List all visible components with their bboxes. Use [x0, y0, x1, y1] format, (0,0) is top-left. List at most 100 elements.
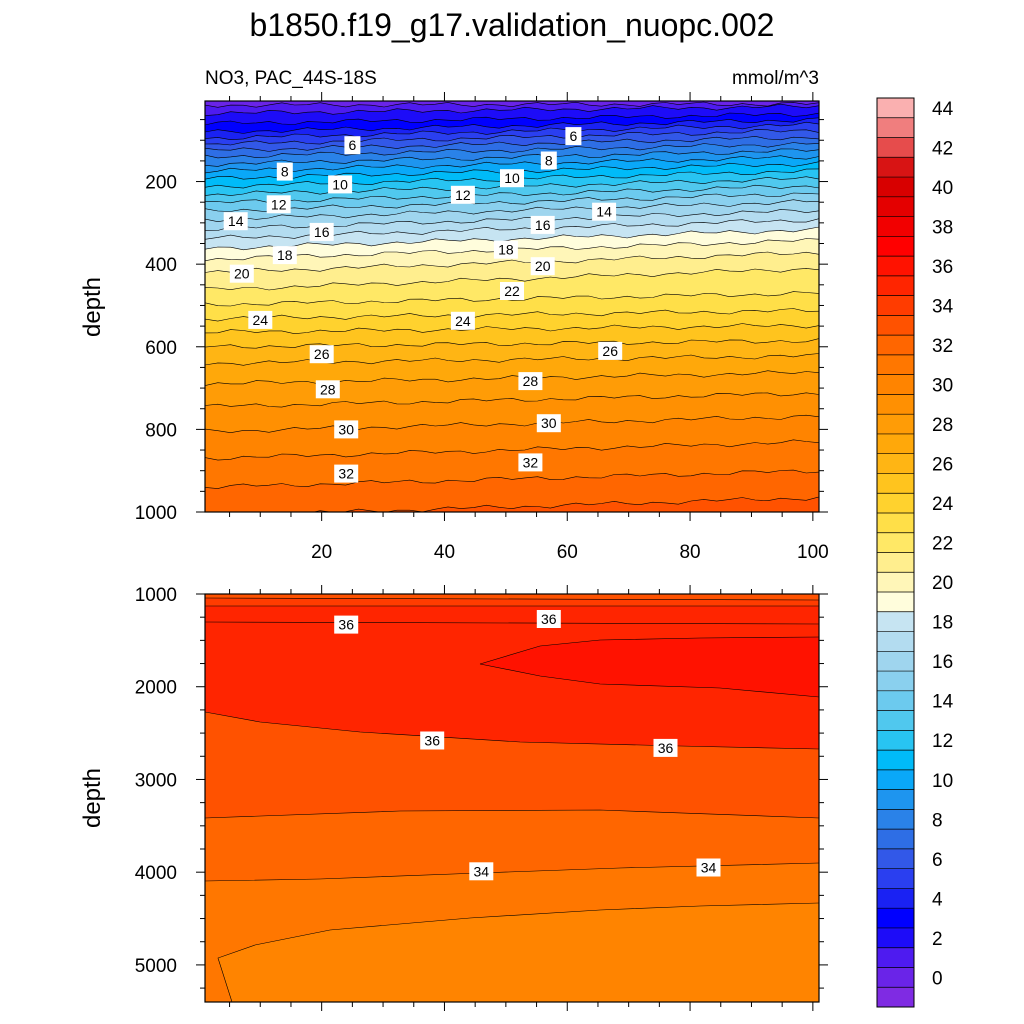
contour-label-box — [598, 341, 623, 360]
colorbar-swatch — [877, 611, 914, 632]
contour-label-text: 20 — [234, 266, 250, 282]
contour-label-box — [540, 151, 557, 170]
contour-label-box — [518, 372, 543, 391]
colorbar-swatch — [877, 927, 914, 949]
contour-line — [479, 663, 819, 698]
colorbar-label: 0 — [932, 968, 943, 989]
contour-label: 24 — [248, 310, 273, 329]
contour-line — [205, 218, 819, 240]
contour-label: 10 — [500, 169, 524, 188]
contour-line — [217, 902, 819, 1002]
colorbar-swatch — [877, 433, 914, 454]
contour-label: 22 — [500, 282, 524, 300]
contour-label: 12 — [450, 185, 475, 204]
contour-label-text: 12 — [271, 196, 287, 212]
contour-label-box — [536, 414, 561, 433]
contour-label-text: 32 — [523, 454, 539, 470]
colorbar: 0246810121416182022242628303234363840424… — [876, 97, 954, 1008]
chart-subtitle-units: mmol/m^3 — [732, 68, 819, 89]
colorbar-label: 14 — [932, 692, 954, 713]
colorbar-swatch — [877, 631, 914, 652]
contour-line — [205, 268, 819, 291]
colorbar-swatch — [877, 354, 914, 375]
contour-label-box — [536, 610, 561, 628]
band-surface-36 — [205, 606, 819, 624]
contour-label-text: 8 — [281, 164, 289, 180]
colorbar-label: 26 — [932, 455, 953, 476]
colorbar-swatch — [877, 453, 914, 474]
colorbar-swatch — [877, 98, 914, 119]
band-fill — [205, 252, 819, 290]
band-fill — [205, 176, 819, 203]
contour-label: 30 — [334, 420, 359, 439]
colorbar-swatch — [877, 196, 914, 217]
band-fill — [205, 218, 819, 250]
upper-ylabel: depth — [79, 277, 106, 337]
colorbar-swatch — [877, 414, 914, 435]
contour-line — [205, 226, 819, 251]
upper-contour-labels: 6 6 8 8 10 10 12 12 14 14 16 16 18 18 20 20 22 24 24 26 26 28… — [223, 127, 623, 483]
contour-label-text: 10 — [332, 176, 348, 192]
contour-line — [205, 192, 819, 213]
colorbar-frame — [876, 97, 915, 1008]
contour-label: 32 — [518, 453, 543, 472]
contour-label-box — [266, 195, 291, 214]
contour-label: 36 — [334, 615, 359, 634]
lower-ylabel: depth — [79, 768, 106, 828]
contour-line — [205, 469, 819, 489]
contour-label-box — [334, 420, 359, 439]
contour-label-box — [592, 202, 617, 221]
colorbar-label: 24 — [932, 494, 954, 515]
colorbar-swatch — [877, 236, 914, 257]
colorbar-label: 10 — [932, 771, 953, 792]
x-tick-label: 80 — [679, 542, 700, 563]
contour-label-box — [334, 464, 359, 483]
contour-label-box — [223, 212, 248, 231]
colorbar-swatch — [877, 769, 914, 790]
colorbar-swatch — [877, 157, 914, 178]
band-36-37 — [480, 637, 819, 697]
contour-label-text: 26 — [314, 346, 330, 362]
contour-line — [205, 148, 819, 167]
chart-title: b1850.f19_g17.validation_nuopc.002 — [250, 7, 775, 43]
contour-line — [479, 636, 819, 665]
colorbar-swatch — [877, 275, 914, 296]
y-tick-label: 200 — [145, 173, 177, 194]
contour-label-box — [248, 310, 273, 329]
contour-label-box — [420, 731, 445, 750]
colorbar-swatch — [877, 651, 914, 672]
colorbar-swatch — [877, 552, 914, 573]
contour-label-text: 20 — [535, 258, 551, 274]
contour-line — [205, 291, 819, 307]
contour-label-text: 36 — [424, 733, 440, 749]
y-tick-label: 400 — [145, 255, 177, 276]
contour-label-box — [493, 240, 518, 259]
colorbar-swatch — [877, 216, 914, 237]
colorbar-swatch — [877, 394, 914, 415]
band-fill — [205, 113, 819, 134]
contour-label: 6 — [565, 127, 582, 146]
band-fill — [205, 104, 819, 125]
colorbar-swatch — [877, 532, 914, 553]
contour-label-box — [518, 453, 543, 472]
colorbar-swatch — [877, 117, 914, 138]
colorbar-label: 28 — [932, 415, 953, 436]
contour-label: 20 — [229, 264, 254, 283]
band-fill — [205, 148, 819, 173]
y-tick-label: 3000 — [135, 770, 177, 791]
contour-label: 18 — [493, 240, 518, 259]
band-fill — [205, 415, 819, 461]
contour-line — [205, 184, 819, 204]
contour-label: 16 — [530, 215, 555, 234]
contour-label: 20 — [530, 257, 555, 276]
contour-label: 32 — [334, 464, 359, 483]
contour-line — [205, 199, 819, 223]
contour-label: 16 — [309, 222, 334, 241]
contour-label-text: 12 — [455, 187, 471, 203]
colorbar-label: 44 — [932, 99, 954, 120]
contour-label-box — [500, 282, 524, 300]
colorbar-swatch — [877, 987, 914, 1008]
band-fill — [205, 185, 819, 212]
contour-label-text: 24 — [253, 312, 269, 328]
band-fill — [205, 117, 819, 140]
